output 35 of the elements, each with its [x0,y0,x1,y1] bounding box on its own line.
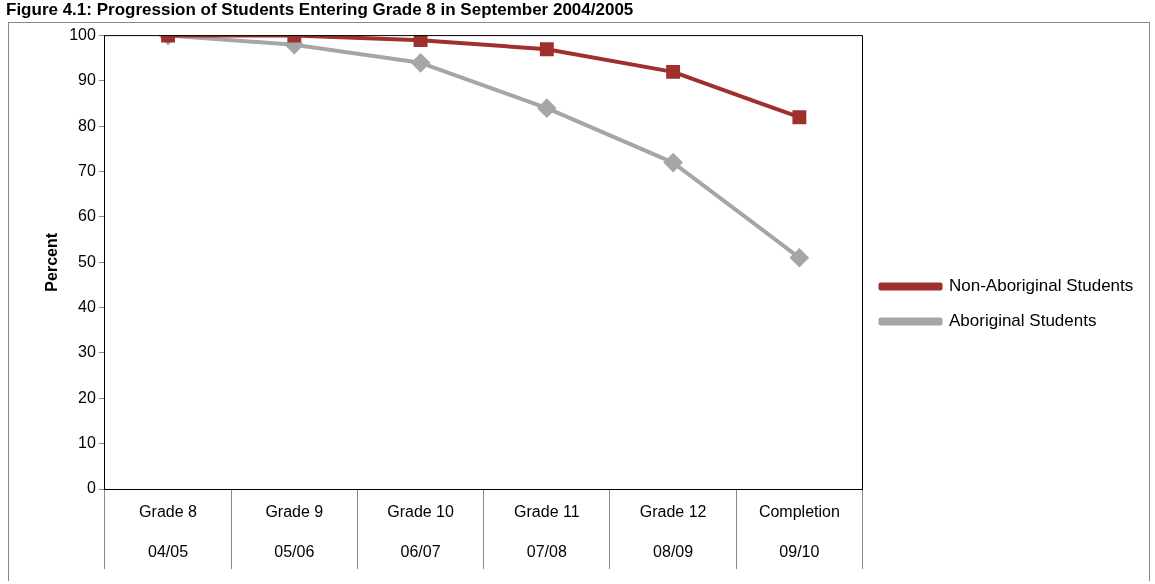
x-tick-label: Grade 11 [514,503,580,521]
point [666,64,681,79]
text: 08/09 [653,543,694,561]
y-tick-label: 40 [78,298,96,316]
y-tick-label: 80 [78,116,96,134]
y-tick-label: 70 [78,162,96,180]
text: 05/06 [274,543,315,561]
point [411,53,430,72]
y-axis-title: Percent [43,232,61,292]
point [537,99,556,118]
y-tick-label: 90 [78,71,96,89]
x-tick-label: Completion [758,503,840,521]
text: 04/05 [148,543,189,561]
y-tick-label: 50 [78,252,96,270]
legend-label: Aboriginal Students [949,311,1097,331]
point [539,42,554,57]
point [413,35,428,48]
y-tick-label: 10 [78,434,96,452]
point [792,110,807,125]
text: 07/08 [526,543,567,561]
text: 09/10 [779,543,820,561]
y-tick-label: 100 [69,26,96,44]
x-tick-label: Grade 12 [639,503,707,521]
point [664,153,683,172]
legend-label: Non-Aboriginal Students [949,276,1134,296]
y-tick-label: 20 [78,388,96,406]
point [790,248,809,267]
x-tick-label: Grade 10 [387,503,455,521]
chart-title: Figure 4.1: Progression of Students Entering Grade 8 in September 2004/2005 [6,0,634,20]
text: 06/07 [400,543,441,561]
y-tick-label: 0 [86,479,96,497]
y-tick-label: 60 [78,207,96,225]
x-tick-label: Grade 9 [265,503,324,521]
y-tick-label: 30 [78,343,96,361]
x-tick-label: Grade 8 [139,503,198,521]
